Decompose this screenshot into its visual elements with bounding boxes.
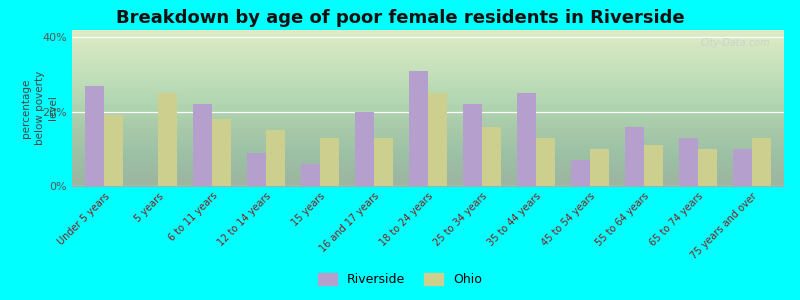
Bar xyxy=(212,119,231,186)
Bar xyxy=(194,104,212,186)
Bar xyxy=(590,149,609,186)
Bar xyxy=(409,71,428,186)
Bar xyxy=(698,149,717,186)
Bar xyxy=(247,153,266,186)
Bar xyxy=(517,93,536,186)
Bar xyxy=(733,149,752,186)
Bar xyxy=(428,93,447,186)
Bar xyxy=(86,86,104,186)
Bar xyxy=(752,138,770,186)
Bar xyxy=(482,127,501,186)
Bar xyxy=(679,138,698,186)
Bar xyxy=(625,127,644,186)
Text: Breakdown by age of poor female residents in Riverside: Breakdown by age of poor female resident… xyxy=(116,9,684,27)
Bar xyxy=(463,104,482,186)
Bar xyxy=(571,160,590,186)
Bar xyxy=(302,164,320,186)
Text: City-Data.com: City-Data.com xyxy=(700,38,770,48)
Bar xyxy=(104,116,123,186)
Y-axis label: percentage
below poverty
level: percentage below poverty level xyxy=(22,71,58,145)
Bar xyxy=(320,138,339,186)
Bar xyxy=(374,138,393,186)
Bar xyxy=(158,93,177,186)
Bar xyxy=(355,112,374,186)
Legend: Riverside, Ohio: Riverside, Ohio xyxy=(314,268,486,291)
Bar xyxy=(266,130,285,186)
Bar xyxy=(644,145,662,186)
Bar xyxy=(536,138,554,186)
